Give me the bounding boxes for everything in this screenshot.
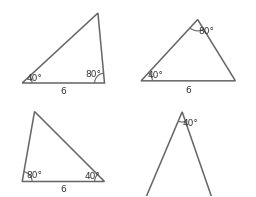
- Text: 40°: 40°: [27, 74, 42, 83]
- Text: 40°: 40°: [84, 172, 100, 181]
- Text: 6: 6: [60, 185, 66, 194]
- Text: 40°: 40°: [147, 71, 163, 80]
- Text: 6: 6: [60, 87, 66, 96]
- Text: 80°: 80°: [27, 171, 42, 180]
- Text: 40°: 40°: [183, 119, 198, 128]
- Text: 6: 6: [185, 86, 191, 95]
- Text: 80°: 80°: [85, 70, 101, 79]
- Text: 80°: 80°: [198, 27, 214, 36]
